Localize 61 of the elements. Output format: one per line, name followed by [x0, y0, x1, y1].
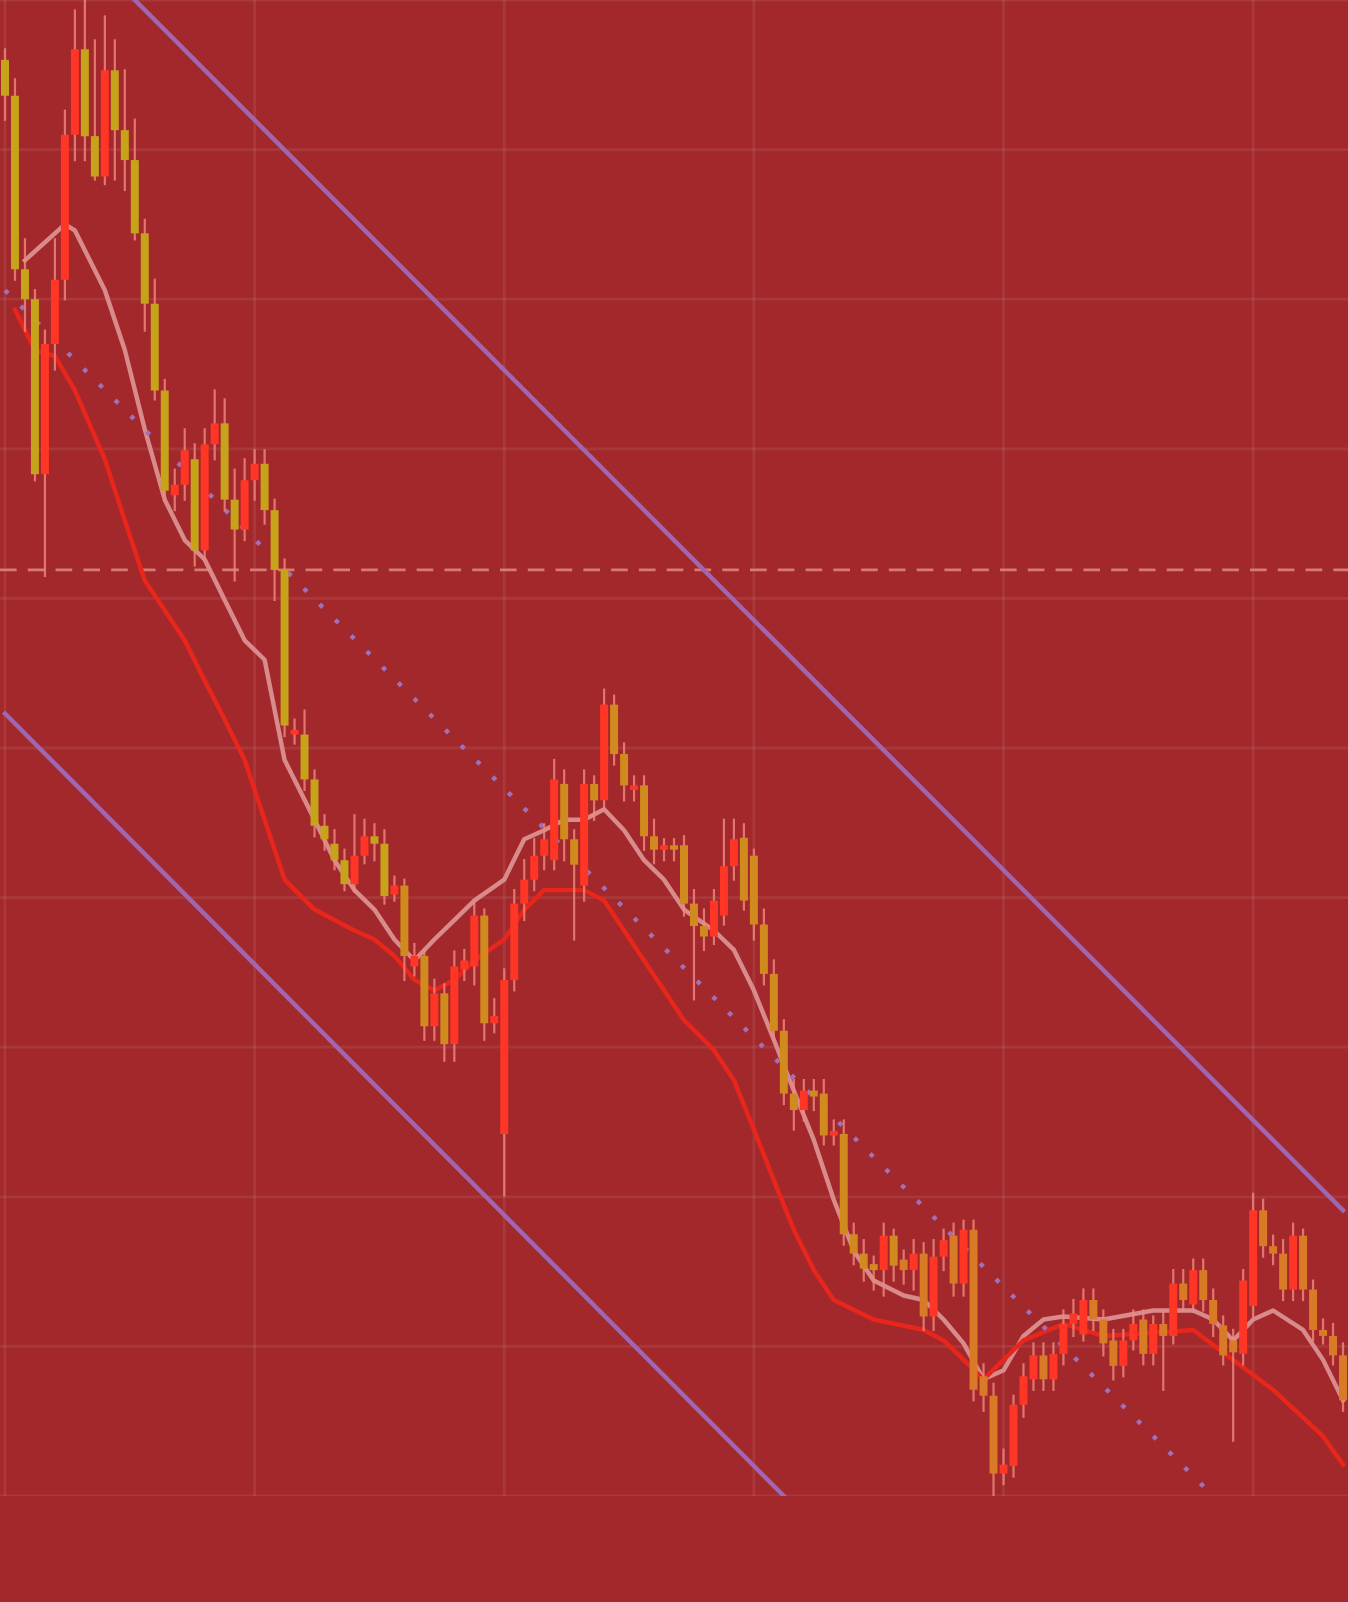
candlestick: [250, 449, 259, 501]
candlestick: [180, 428, 189, 501]
candlestick: [530, 838, 539, 892]
candlestick: [789, 1079, 798, 1131]
candlestick: [1259, 1198, 1268, 1258]
candlestick: [849, 1222, 858, 1266]
candlestick: [410, 942, 419, 977]
candlestick: [899, 1249, 908, 1285]
candlestick: [1059, 1309, 1068, 1366]
candlestick: [20, 238, 29, 332]
candlestick: [909, 1239, 918, 1291]
candlestick: [1319, 1318, 1328, 1345]
candlestick: [1159, 1309, 1168, 1391]
candlestick: [620, 742, 629, 802]
candlestick: [879, 1222, 888, 1297]
candlestick: [350, 814, 359, 893]
candlestick: [949, 1222, 958, 1297]
candlestick: [1329, 1322, 1338, 1366]
candlestick: [320, 814, 329, 851]
candlestick: [340, 848, 349, 892]
candlestick: [1279, 1239, 1288, 1302]
candlestick: [570, 829, 579, 941]
candlestick: [799, 1079, 808, 1122]
candlestick: [1179, 1268, 1188, 1312]
candlestick: [1039, 1342, 1048, 1391]
candlestick: [1149, 1315, 1158, 1366]
candlestick: [430, 978, 439, 1041]
candlestick: [1199, 1258, 1208, 1312]
candlestick: [939, 1228, 948, 1272]
candlestick: [260, 449, 269, 525]
candlestick: [889, 1228, 898, 1282]
candlestick: [390, 875, 399, 902]
candlestick: [729, 818, 738, 881]
candlestick: [1139, 1309, 1148, 1366]
candlestick: [650, 818, 659, 865]
candlestick: [1189, 1258, 1198, 1314]
candlestick: [1269, 1234, 1278, 1266]
candlestick: [360, 818, 369, 865]
candlestick: [1339, 1342, 1347, 1412]
candlestick: [630, 775, 639, 802]
candlestick: [1129, 1309, 1138, 1351]
candlestick: [689, 889, 698, 1001]
candlestick: [300, 709, 309, 791]
candlestick: [1, 48, 9, 121]
candlestick: [660, 838, 669, 862]
candlestick: [1209, 1288, 1218, 1338]
candlestick: [210, 389, 219, 461]
candlestick: [590, 775, 599, 821]
candlestick: [1119, 1328, 1128, 1378]
candlestick: [1049, 1342, 1058, 1391]
candlestick: [1089, 1288, 1098, 1332]
candlestick: [370, 823, 379, 862]
candlestick: [699, 908, 708, 952]
candlestick: [120, 69, 129, 192]
candlestick: [310, 769, 319, 838]
candlestick: [290, 718, 299, 745]
candlestick: [90, 39, 99, 181]
candlestick: [170, 468, 179, 512]
candlestick: [520, 859, 529, 922]
candlestick: [230, 468, 239, 582]
candlestick: [1309, 1279, 1318, 1342]
